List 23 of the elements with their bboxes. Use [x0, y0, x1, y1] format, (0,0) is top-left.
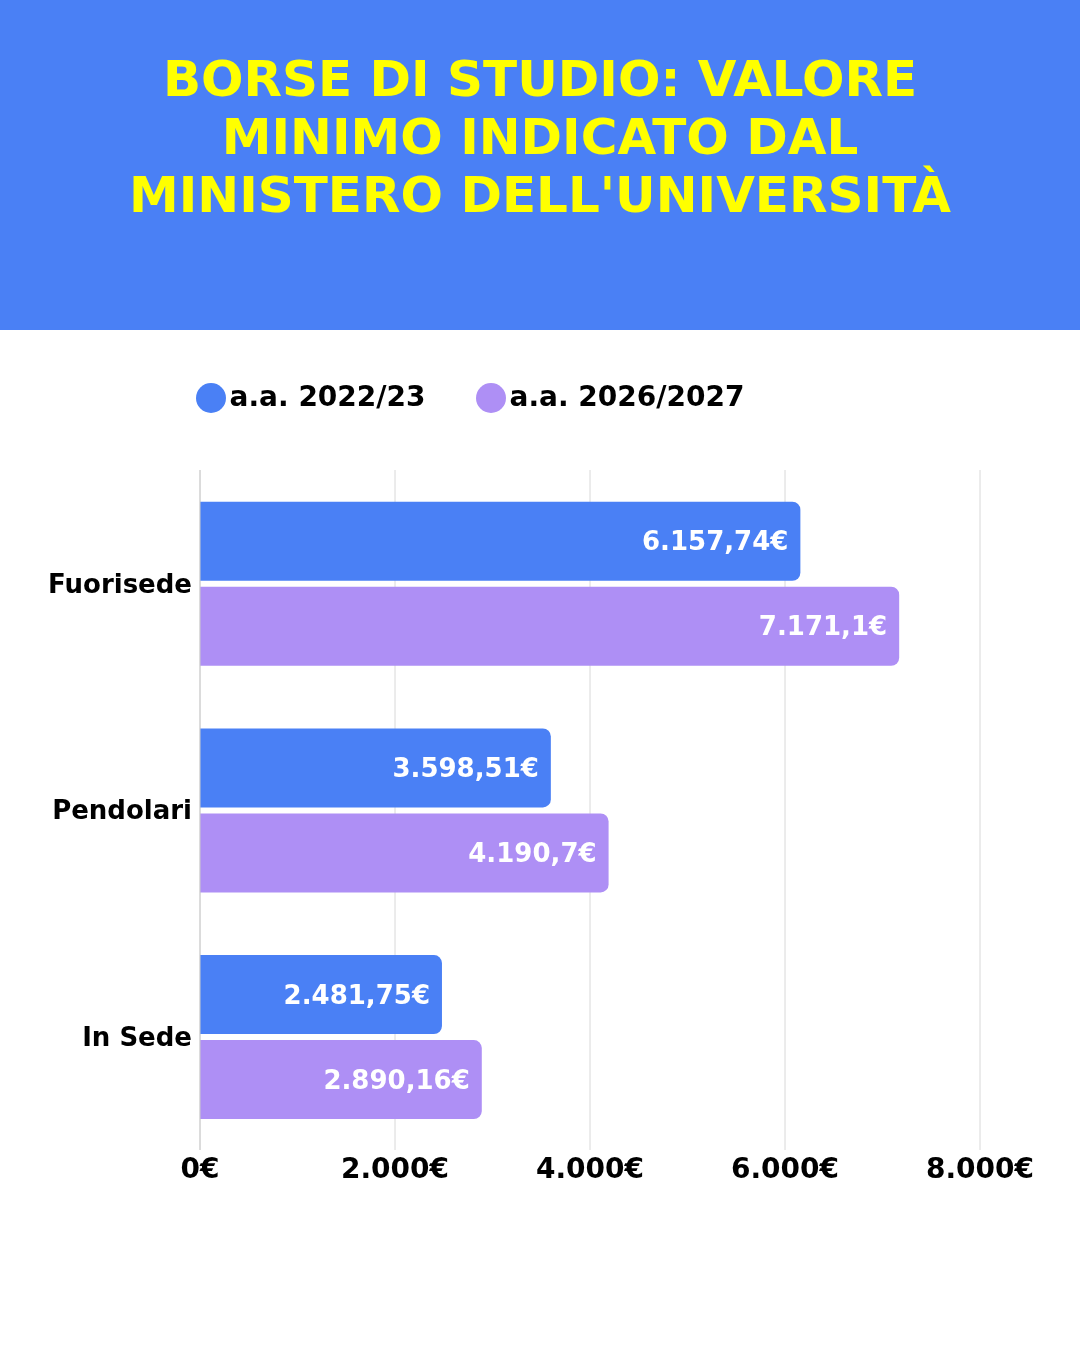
x-tick-label: 4.000€ — [535, 1151, 645, 1185]
bar — [200, 813, 609, 893]
data-label: 7.171,1€ — [758, 611, 888, 642]
chart-title: BORSE DI STUDIO: VALORE MINIMO INDICATO DAL MINISTERO DELL'UNIVERSITÀ — [127, 50, 953, 224]
x-tick-label: 6.000€ — [730, 1151, 840, 1185]
data-label: 2.481,75€ — [283, 979, 430, 1010]
y-tick-label: Fuorisede — [48, 568, 192, 599]
x-tick-label: 8.000€ — [925, 1151, 1035, 1185]
legend-label: a.a. 2026/2027 — [509, 380, 745, 413]
bar — [200, 1040, 482, 1120]
legend-label: a.a. 2022/23 — [229, 380, 426, 413]
bar — [200, 728, 551, 808]
data-label: 6.157,74€ — [641, 526, 789, 557]
y-tick-label: In Sede — [82, 1021, 192, 1052]
x-tick-label: 0€ — [180, 1151, 220, 1185]
y-tick-label: Pendolari — [52, 795, 192, 826]
bar — [200, 586, 900, 666]
x-tick-label: 2.000€ — [340, 1151, 450, 1185]
data-label: 2.890,16€ — [323, 1064, 470, 1095]
bar — [200, 501, 801, 581]
data-label: 4.190,7€ — [468, 837, 597, 868]
bar — [200, 955, 442, 1035]
data-label: 3.598,51€ — [392, 752, 539, 783]
